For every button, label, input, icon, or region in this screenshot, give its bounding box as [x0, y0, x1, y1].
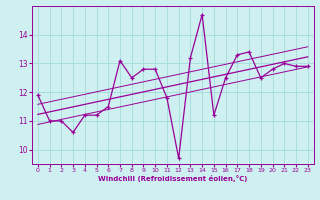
X-axis label: Windchill (Refroidissement éolien,°C): Windchill (Refroidissement éolien,°C) — [98, 175, 247, 182]
